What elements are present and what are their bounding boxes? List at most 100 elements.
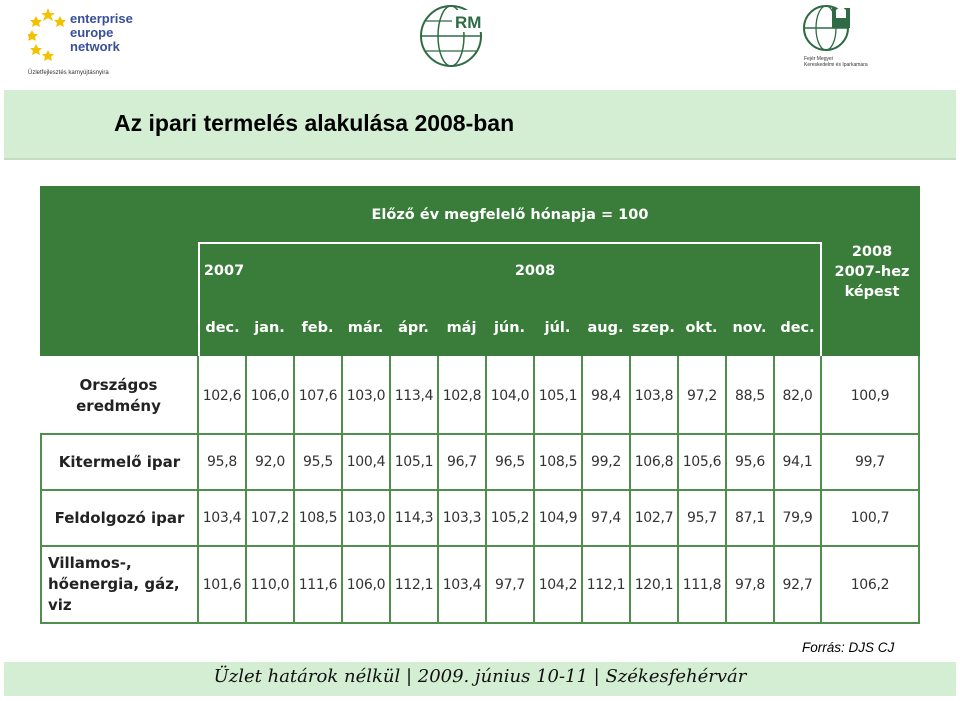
enterprise-europe-network-logo: enterprise europe network Üzletfejleszté…	[28, 4, 133, 80]
column-divider	[629, 356, 631, 624]
table-cell: 88,5	[735, 387, 765, 404]
column-divider	[533, 356, 535, 624]
table-cell-total: 100,7	[850, 510, 890, 526]
table-cell: 103,4	[202, 510, 242, 526]
column-divider	[773, 356, 775, 624]
column-divider	[293, 356, 295, 624]
row-label: Feldolgozó ipar	[54, 508, 185, 527]
table-cell: 104,0	[490, 387, 530, 404]
month-header: feb.	[301, 320, 334, 336]
month-header: szep.	[632, 320, 675, 336]
column-divider	[341, 356, 343, 624]
production-table: Előző év megfelelő hónapja = 100 2007 20…	[40, 186, 920, 624]
month-header: jún.	[493, 320, 526, 336]
yearly-comparison-header: 2008 2007-hez képest	[834, 244, 910, 300]
globe-icon: RM	[420, 5, 484, 67]
table-cell-total: 99,7	[855, 454, 885, 470]
table-cell: 110,0	[250, 576, 290, 593]
table-cell: 97,4	[591, 510, 621, 526]
table-cell: 99,2	[591, 454, 621, 470]
row-divider	[40, 489, 920, 491]
rm-logo: RM	[418, 2, 488, 68]
table-cell: 103,0	[346, 387, 386, 404]
table-cell: 106,8	[634, 454, 674, 470]
column-divider	[820, 356, 822, 624]
column-divider	[40, 433, 42, 624]
month-header: júl.	[544, 320, 571, 336]
row-divider	[40, 545, 920, 547]
table-cell: 95,7	[687, 510, 717, 526]
column-divider	[437, 356, 439, 624]
column-divider	[581, 356, 583, 624]
month-header: máj	[446, 320, 477, 336]
table-cell: 103,3	[442, 510, 482, 526]
table-cell: 98,4	[591, 387, 621, 404]
row-divider	[40, 433, 920, 435]
month-header: nov.	[732, 320, 767, 336]
fejer-megyei-chamber-logo: Fejér Megyei Kereskedelmi és Iparkamara	[792, 4, 872, 74]
table-cell: 79,9	[782, 510, 813, 526]
header-divider	[820, 242, 822, 356]
table-cell: 108,5	[538, 454, 578, 470]
year-2008-header: 2008	[514, 263, 556, 279]
row-label: Kitermelő ipar	[58, 452, 181, 471]
table-cell: 114,3	[394, 510, 434, 526]
table-cell: 95,8	[207, 454, 237, 470]
footer-text: Üzlet határok nélkül | 2009. június 10-1…	[213, 666, 747, 687]
svg-text:RM: RM	[455, 13, 481, 32]
table-cell: 113,4	[394, 387, 434, 404]
table-cell: 103,8	[634, 387, 674, 404]
month-header: dec.	[780, 320, 815, 336]
table-cell: 97,7	[495, 576, 525, 593]
table-cell: 106,0	[250, 387, 290, 404]
footer-banner	[4, 662, 956, 696]
row-label: Villamos-, hőenergia, gáz, viz	[48, 554, 180, 614]
month-header: aug.	[587, 320, 624, 336]
table-cell: 94,1	[782, 454, 813, 470]
table-header	[40, 186, 920, 356]
table-cell: 102,8	[442, 387, 482, 404]
table-cell: 102,6	[202, 387, 242, 404]
month-header: jan.	[254, 320, 285, 336]
table-cell: 97,8	[735, 576, 765, 593]
table-cell: 96,7	[447, 454, 477, 470]
table-cell: 92,0	[255, 454, 285, 470]
month-header: dec.	[205, 320, 240, 336]
fejer-megyei-logo-text: Fejér Megyei Kereskedelmi és Iparkamara	[804, 56, 868, 68]
table-cell: 96,5	[495, 454, 525, 470]
header-divider	[198, 242, 822, 244]
column-divider	[389, 356, 391, 624]
table-cell: 105,6	[682, 454, 722, 470]
table-cell: 103,4	[442, 576, 482, 593]
een-logo-text: enterprise europe network	[70, 11, 133, 54]
column-divider	[485, 356, 487, 624]
table-cell: 87,1	[735, 510, 765, 526]
table-cell: 103,0	[346, 510, 386, 526]
table-cell: 112,1	[586, 576, 626, 593]
table-cell-total: 106,2	[850, 576, 890, 593]
source-note: Forrás: DJS CJ	[802, 640, 895, 655]
main-header: Előző év megfelelő hónapja = 100	[371, 207, 649, 223]
year-2007-header: 2007	[203, 263, 245, 279]
table-cell: 108,5	[298, 510, 338, 526]
table-cell: 107,6	[298, 387, 338, 404]
header-divider	[198, 242, 200, 356]
table-cell: 97,2	[687, 387, 717, 404]
table-cell: 111,6	[298, 576, 338, 593]
column-divider	[918, 356, 920, 624]
row-divider	[40, 622, 920, 624]
table-cell: 112,1	[394, 576, 434, 593]
column-divider	[677, 356, 679, 624]
table-cell: 105,1	[394, 454, 434, 470]
table-cell: 105,2	[490, 510, 530, 526]
table-cell: 102,7	[634, 510, 674, 526]
crest-icon	[803, 5, 850, 51]
table-cell: 111,8	[682, 576, 722, 593]
table-cell: 95,6	[735, 454, 765, 470]
table-cell: 92,7	[782, 576, 813, 593]
column-divider	[245, 356, 247, 624]
column-divider	[197, 356, 199, 624]
table-cell: 106,0	[346, 576, 386, 593]
een-logo-subtitle: Üzletfejlesztés karnyújtásnyira	[28, 70, 109, 76]
column-divider	[725, 356, 727, 624]
